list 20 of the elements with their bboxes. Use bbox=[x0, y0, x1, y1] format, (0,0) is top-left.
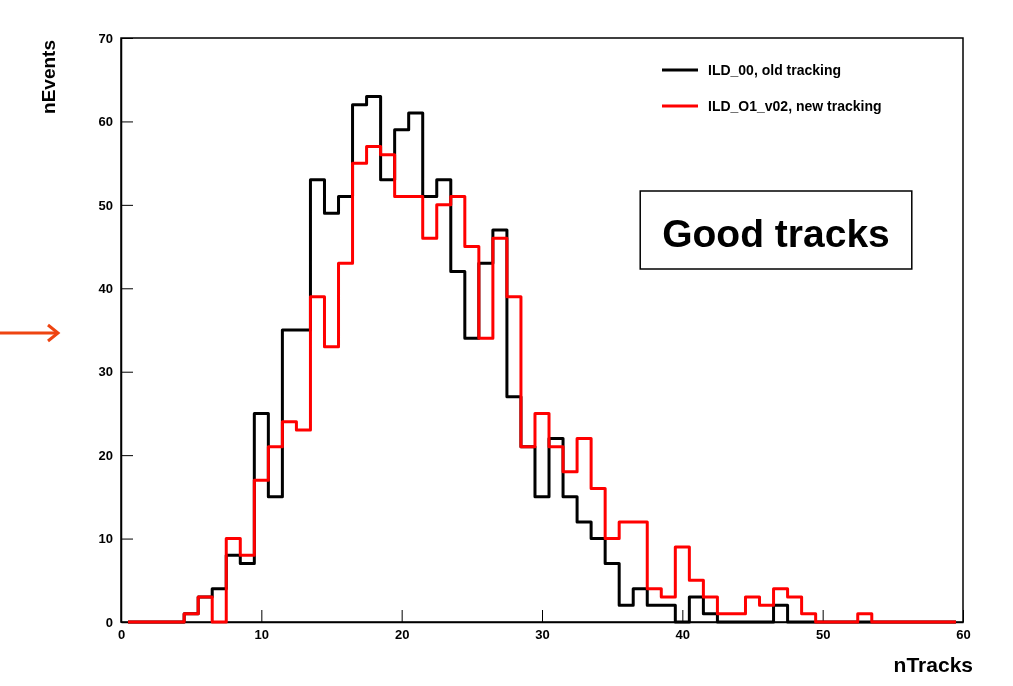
y-tick-label: 20 bbox=[98, 447, 113, 463]
x-tick-label: 60 bbox=[956, 627, 971, 643]
y-axis-title: nEvents bbox=[38, 40, 59, 114]
y-tick-label: 50 bbox=[98, 197, 113, 213]
annotation: Good tracks bbox=[662, 212, 890, 255]
x-tick-label: 30 bbox=[535, 627, 550, 643]
x-tick-label: 50 bbox=[815, 627, 831, 643]
x-tick-label: 0 bbox=[117, 627, 126, 643]
x-tick-label: 20 bbox=[394, 627, 410, 643]
y-tick-label: 10 bbox=[98, 531, 113, 547]
legend-label: ILD_O1_v02, new tracking bbox=[708, 98, 882, 114]
x-axis-title: nTracks bbox=[893, 653, 973, 676]
x-tick-label: 10 bbox=[254, 627, 270, 643]
y-tick-label: 0 bbox=[105, 614, 113, 630]
y-tick-label: 70 bbox=[98, 30, 113, 46]
y-tick-label: 40 bbox=[98, 280, 113, 296]
x-tick-label: 40 bbox=[675, 627, 691, 643]
y-tick-label: 60 bbox=[98, 114, 113, 130]
y-tick-label: 30 bbox=[98, 364, 113, 380]
legend-label: ILD_00, old tracking bbox=[708, 62, 842, 78]
